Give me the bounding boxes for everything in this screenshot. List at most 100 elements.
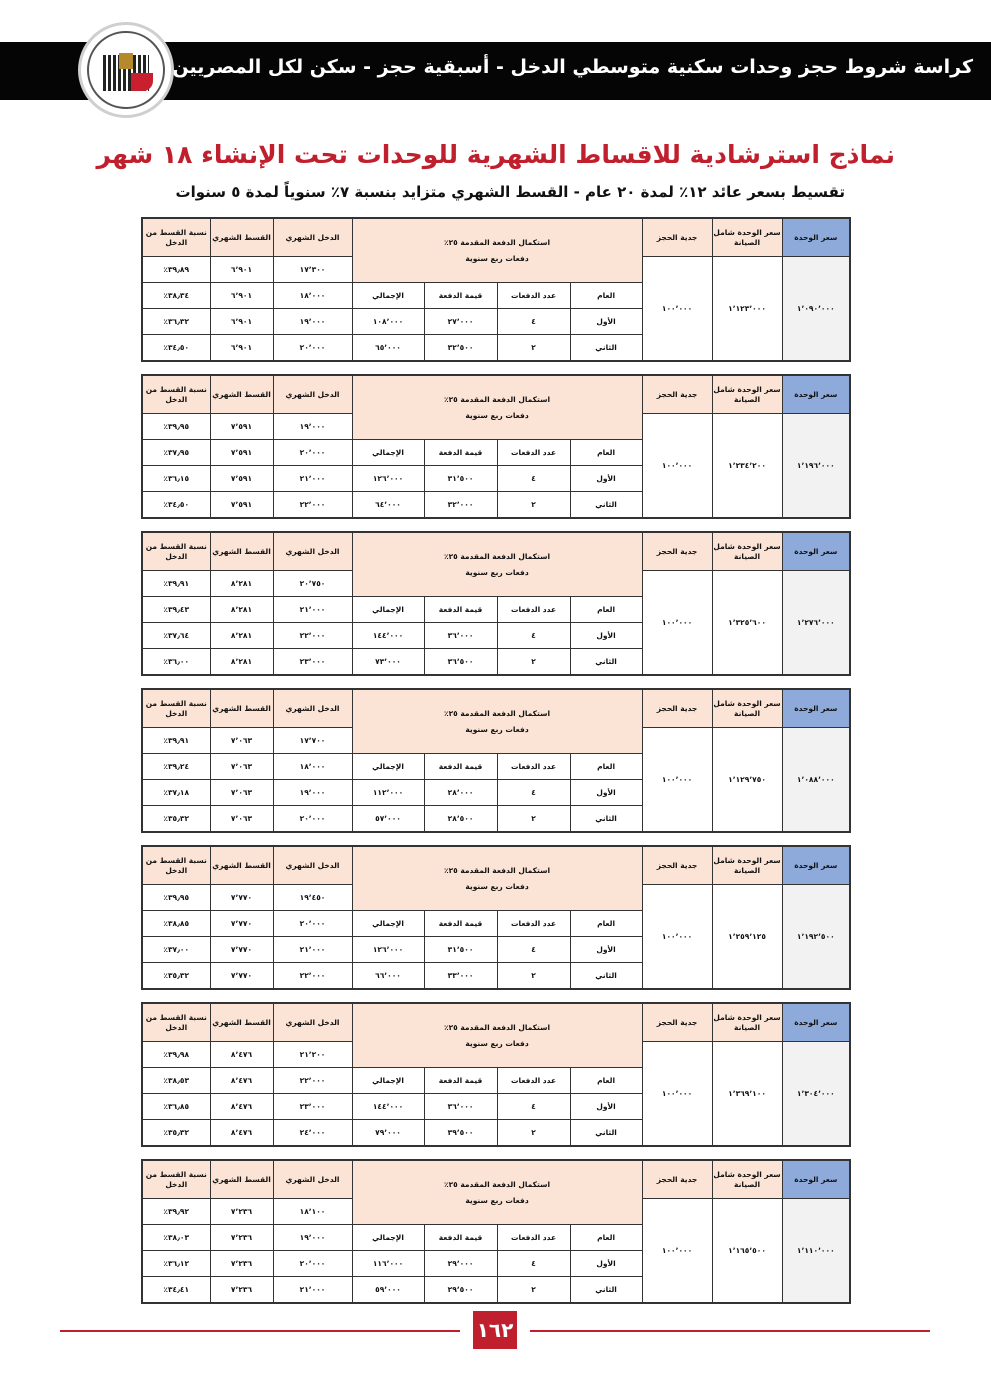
installment-ratio-header: نسبة القسط من الدخل — [141, 217, 211, 257]
price-with-maintenance-value: ١٬١٦٥٬٥٠٠ — [711, 1198, 783, 1304]
monthly-income-header: الدخل الشهري — [272, 531, 353, 571]
payments-count-value: ٤ — [496, 1093, 571, 1120]
down-payment-header: استكمال الدفعة المقدمة ٢٥٪ دفعات ربع سنو… — [351, 688, 643, 754]
installment-table: سعر الوحدة سعر الوحدة شامل الصيانة جدية … — [141, 531, 852, 676]
header-row: سعر الوحدة سعر الوحدة شامل الصيانة جدية … — [141, 688, 851, 754]
installment-ratio-value: ٣٦٫١٢٪ — [141, 1250, 211, 1277]
year-value: الثاني — [569, 491, 643, 519]
monthly-installment-header: القسط الشهري — [209, 1159, 274, 1199]
table-row: ١٬٠٨٨٬٠٠٠ ١٬١٢٩٬٧٥٠ ١٠٠٬٠٠٠ ١٧٬٧٠٠ ٧٬٠٦٣… — [141, 727, 851, 833]
total-value: ٧٣٬٠٠٠ — [351, 648, 425, 676]
payment-value: ٢٧٬٠٠٠ — [423, 308, 498, 335]
payment-value: ٣٢٬٥٠٠ — [423, 334, 498, 362]
booking-deposit-header: جدية الحجز — [641, 845, 713, 885]
installment-ratio-value: ٣٩٫٨٩٪ — [141, 256, 211, 283]
table-row: الأول ٤ ٢٧٬٠٠٠ ١٠٨٬٠٠٠ ١٩٬٠٠٠ ٦٬٩٠١ ٣٦٫٣… — [141, 308, 850, 335]
booking-deposit-value: ١٠٠٬٠٠٠ — [641, 727, 713, 833]
monthly-income-header: الدخل الشهري — [272, 1002, 353, 1042]
price-with-maintenance-header: سعر الوحدة شامل الصيانة — [711, 1159, 783, 1199]
table-row: ١٬١٩٦٬٠٠٠ ١٬٢٣٤٬٢٠٠ ١٠٠٬٠٠٠ ١٩٬٠٠٠ ٧٬٥٩١… — [141, 413, 851, 519]
page-number: ١٦٢ — [473, 1311, 517, 1349]
payments-count-value: ٤ — [496, 465, 571, 492]
fund-logo — [78, 22, 174, 118]
table-row: العام عدد الدفعات قيمة الدفعة الإجمالي ١… — [141, 282, 850, 309]
monthly-income-value: ٢٢٬٠٠٠ — [272, 622, 353, 649]
year-value: الأول — [569, 1093, 643, 1120]
year-header: العام — [569, 753, 643, 780]
monthly-income-value: ٢٣٬٠٠٠ — [272, 1093, 353, 1120]
total-value: ٥٩٬٠٠٠ — [351, 1276, 425, 1304]
price-with-maintenance-value: ١٬١٢٣٬٠٠٠ — [711, 256, 783, 362]
down-payment-subtitle: دفعات ربع سنوية — [465, 410, 529, 420]
monthly-installment-value: ٨٬٤٧٦ — [209, 1041, 274, 1068]
monthly-income-value: ٢٢٬٠٠٠ — [272, 491, 353, 519]
unit-price-header: سعر الوحدة — [781, 1002, 851, 1042]
unit-price-value: ١٬٠٩٠٬٠٠٠ — [781, 256, 851, 362]
price-with-maintenance-header: سعر الوحدة شامل الصيانة — [711, 845, 783, 885]
booking-deposit-value: ١٠٠٬٠٠٠ — [641, 256, 713, 362]
table-row: الأول ٤ ٢٨٬٠٠٠ ١١٢٬٠٠٠ ١٩٬٠٠٠ ٧٬٠٦٣ ٣٧٫١… — [141, 779, 850, 806]
table-row: الثاني ٢ ٣٦٬٥٠٠ ٧٣٬٠٠٠ ٢٣٬٠٠٠ ٨٬٢٨١ ٣٦٫٠… — [141, 648, 850, 676]
year-value: الثاني — [569, 648, 643, 676]
payment-value: ٢٨٬٥٠٠ — [423, 805, 498, 833]
monthly-installment-value: ٨٬٢٨١ — [209, 648, 274, 676]
header-row: سعر الوحدة سعر الوحدة شامل الصيانة جدية … — [141, 531, 851, 597]
installment-ratio-value: ٣٧٫٩٥٪ — [141, 439, 211, 466]
installment-ratio-value: ٣٥٫٣٢٪ — [141, 1119, 211, 1147]
table-row: الثاني ٢ ٣٣٬٠٠٠ ٦٦٬٠٠٠ ٢٢٬٠٠٠ ٧٬٧٧٠ ٣٥٫٣… — [141, 962, 850, 990]
monthly-income-value: ٢٢٬٠٠٠ — [272, 962, 353, 990]
payments-count-value: ٢ — [496, 648, 571, 676]
payments-count-value: ٤ — [496, 936, 571, 963]
monthly-installment-value: ٧٬٧٧٠ — [209, 884, 274, 911]
payments-count-header: عدد الدفعات — [496, 1067, 571, 1094]
monthly-income-value: ٢٠٬٠٠٠ — [272, 1250, 353, 1277]
monthly-income-value: ٢٠٬٠٠٠ — [272, 439, 353, 466]
booking-deposit-value: ١٠٠٬٠٠٠ — [641, 1041, 713, 1147]
installment-ratio-value: ٣٩٫٩١٪ — [141, 570, 211, 597]
page-title: نماذج استرشادية للاقساط الشهرية للوحدات … — [96, 140, 895, 169]
payments-count-value: ٤ — [496, 622, 571, 649]
booking-deposit-header: جدية الحجز — [641, 1159, 713, 1199]
installment-ratio-value: ٣٩٫٩٥٪ — [141, 413, 211, 440]
table-row: الثاني ٢ ٣٩٬٥٠٠ ٧٩٬٠٠٠ ٢٤٬٠٠٠ ٨٬٤٧٦ ٣٥٫٣… — [141, 1119, 850, 1147]
installment-ratio-value: ٣٥٫٣٢٪ — [141, 962, 211, 990]
monthly-installment-value: ٧٬٢٣٦ — [209, 1276, 274, 1304]
installment-ratio-value: ٣٤٫٥٠٪ — [141, 491, 211, 519]
payment-value: ٣٦٬٥٠٠ — [423, 648, 498, 676]
monthly-installment-header: القسط الشهري — [209, 217, 274, 257]
installment-table: سعر الوحدة سعر الوحدة شامل الصيانة جدية … — [141, 1159, 852, 1304]
monthly-installment-value: ٧٬٥٩١ — [209, 439, 274, 466]
monthly-installment-value: ٦٬٩٠١ — [209, 334, 274, 362]
installment-ratio-value: ٣٩٫٩٨٪ — [141, 1041, 211, 1068]
monthly-installment-value: ٧٬٠٦٣ — [209, 753, 274, 780]
payments-count-header: عدد الدفعات — [496, 282, 571, 309]
monthly-income-value: ١٩٬٠٠٠ — [272, 308, 353, 335]
price-with-maintenance-header: سعر الوحدة شامل الصيانة — [711, 217, 783, 257]
payments-count-header: عدد الدفعات — [496, 1224, 571, 1251]
price-with-maintenance-value: ١٬١٢٩٬٧٥٠ — [711, 727, 783, 833]
monthly-installment-value: ٨٬٤٧٦ — [209, 1067, 274, 1094]
down-payment-title: استكمال الدفعة المقدمة ٢٥٪ — [444, 865, 551, 875]
year-header: العام — [569, 596, 643, 623]
installment-table: سعر الوحدة سعر الوحدة شامل الصيانة جدية … — [141, 374, 852, 519]
monthly-income-value: ٢١٬٢٠٠ — [272, 1041, 353, 1068]
installment-ratio-value: ٣٦٫١٥٪ — [141, 465, 211, 492]
payments-count-value: ٢ — [496, 962, 571, 990]
installment-ratio-value: ٣٧٫٦٤٪ — [141, 622, 211, 649]
monthly-installment-value: ٧٬٢٣٦ — [209, 1224, 274, 1251]
monthly-income-value: ١٧٬٧٠٠ — [272, 727, 353, 754]
monthly-installment-value: ٨٬٤٧٦ — [209, 1093, 274, 1120]
installment-ratio-header: نسبة القسط من الدخل — [141, 1002, 211, 1042]
table-row: ١٬٢٧٦٬٠٠٠ ١٬٣٢٥٬٦٠٠ ١٠٠٬٠٠٠ ٢٠٬٧٥٠ ٨٬٢٨١… — [141, 570, 851, 676]
monthly-income-value: ١٧٬٣٠٠ — [272, 256, 353, 283]
monthly-installment-value: ٨٬٢٨١ — [209, 570, 274, 597]
year-value: الأول — [569, 1250, 643, 1277]
monthly-income-value: ٢٣٬٠٠٠ — [272, 648, 353, 676]
payments-count-header: عدد الدفعات — [496, 439, 571, 466]
monthly-income-header: الدخل الشهري — [272, 374, 353, 414]
monthly-installment-value: ٧٬٠٦٣ — [209, 805, 274, 833]
table-row: الأول ٤ ٣١٬٥٠٠ ١٢٦٬٠٠٠ ٢١٬٠٠٠ ٧٬٧٧٠ ٣٧٫٠… — [141, 936, 850, 963]
total-header: الإجمالي — [351, 282, 425, 309]
payments-count-value: ٢ — [496, 491, 571, 519]
monthly-installment-value: ٧٬٥٩١ — [209, 465, 274, 492]
